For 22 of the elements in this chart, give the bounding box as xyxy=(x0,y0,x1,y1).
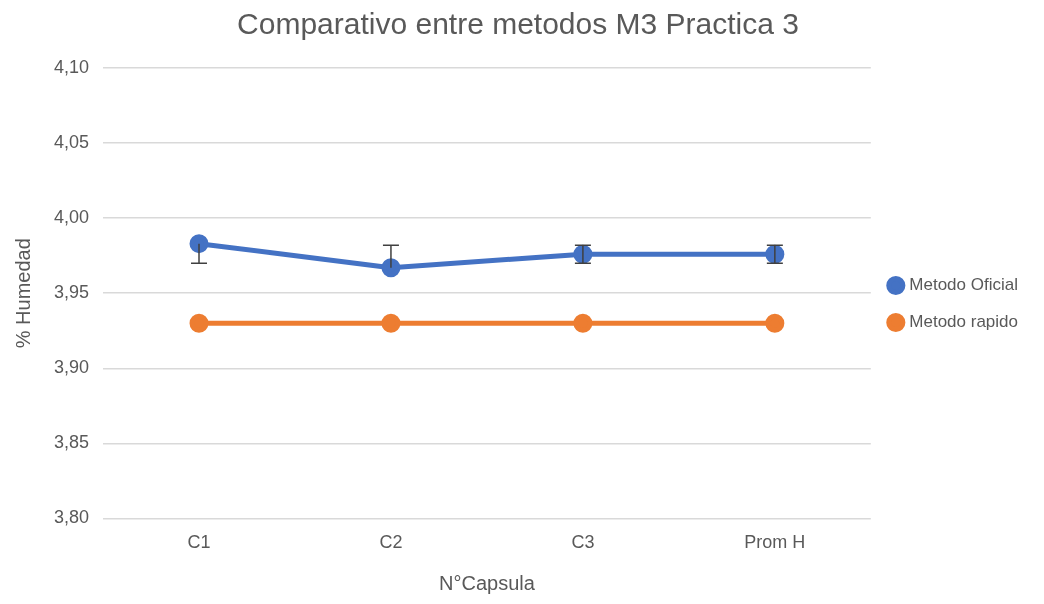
y-axis-title: % Humedad xyxy=(11,238,34,349)
point xyxy=(189,313,209,333)
y-tick-label: 3,85 xyxy=(53,432,90,453)
y-tick-label: 3,95 xyxy=(53,282,90,303)
point xyxy=(381,258,401,278)
legend-label: Metodo Oficial xyxy=(909,275,1018,295)
point xyxy=(189,234,209,254)
y-tick-label: 3,90 xyxy=(53,357,90,378)
point xyxy=(381,313,401,333)
chart-title: Comparativo entre metodos M3 Practica 3 xyxy=(237,7,799,41)
y-tick-label: 3,80 xyxy=(53,507,90,528)
x-tick-label: Prom H xyxy=(744,532,806,553)
point xyxy=(573,313,593,333)
x-axis-title: N°Capsula xyxy=(439,571,536,594)
x-tick-label: C2 xyxy=(379,532,403,553)
y-tick-label: 4,05 xyxy=(53,132,90,153)
y-tick-label: 4,00 xyxy=(53,207,90,228)
point xyxy=(765,313,785,333)
y-tick-label: 4,10 xyxy=(53,56,90,77)
x-tick-label: C3 xyxy=(571,532,595,553)
legend-label: Metodo rapido xyxy=(909,312,1019,332)
x-tick-label: C1 xyxy=(187,532,211,553)
